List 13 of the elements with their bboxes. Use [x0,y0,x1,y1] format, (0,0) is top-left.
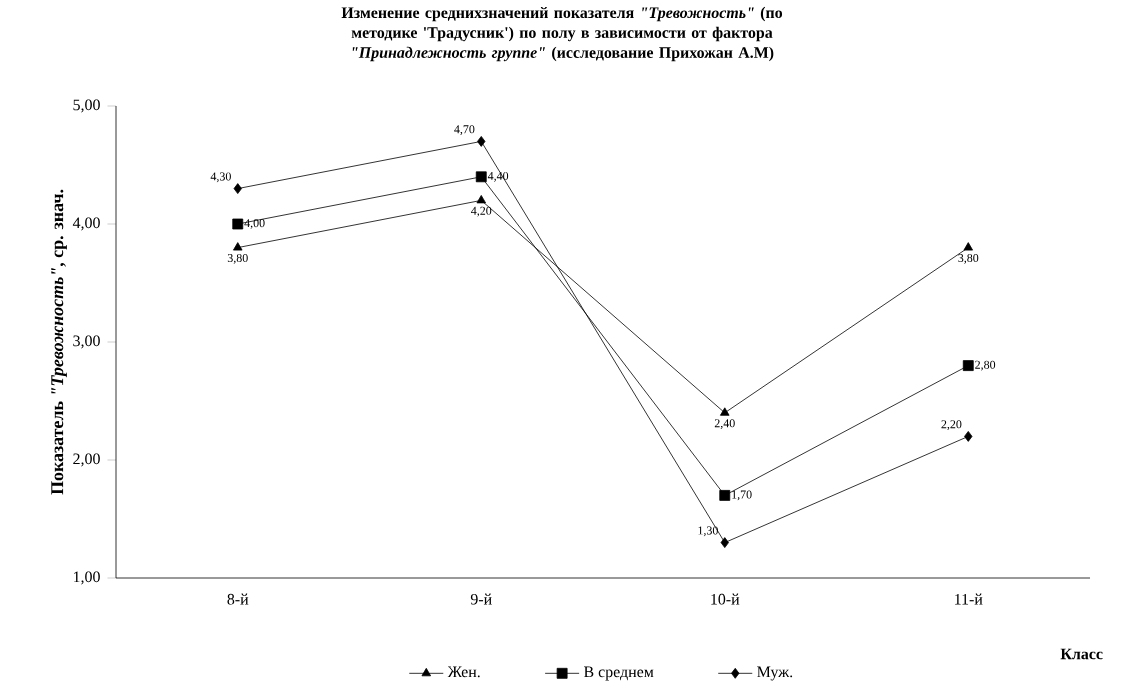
point [476,195,486,204]
point [720,407,730,416]
y-axis-title: Показатель "Тревожность", ср. знач. [51,189,67,495]
point [475,171,487,183]
point [233,183,242,194]
point [233,242,243,251]
point [964,431,973,442]
point [719,490,731,501]
point [962,360,974,371]
point [232,218,244,230]
point [720,537,729,548]
point [963,242,973,251]
point [477,136,486,147]
